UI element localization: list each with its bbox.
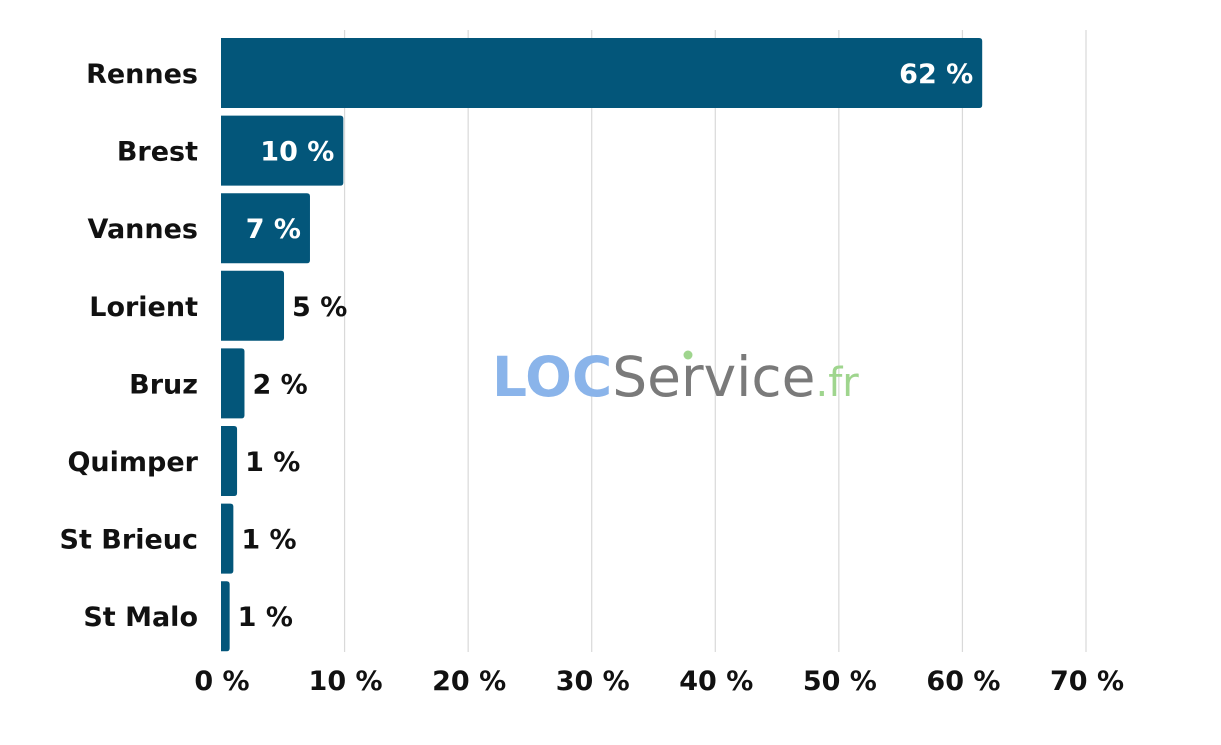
bar-value-label: 7 % — [246, 214, 301, 245]
category-label: Rennes — [86, 59, 198, 90]
svg-text:LOCService.fr: LOCService.fr — [492, 345, 859, 409]
watermark-loc: LOC — [492, 345, 612, 409]
x-tick-label: 40 % — [679, 666, 753, 697]
x-tick-label: 20 % — [432, 666, 506, 697]
category-label: Quimper — [67, 447, 198, 478]
x-tick-label: 50 % — [803, 666, 877, 697]
x-tick-label: 70 % — [1050, 666, 1124, 697]
category-labels: Rennes Brest Vannes Lorient Bruz Quimper St Br… — [60, 59, 199, 633]
category-label: Vannes — [88, 214, 198, 245]
bar-value-label: 62 % — [899, 59, 973, 90]
category-label: Lorient — [89, 292, 198, 323]
category-label: St Malo — [83, 602, 198, 633]
category-label: Bruz — [129, 369, 198, 400]
watermark-fr: .fr — [816, 360, 860, 406]
watermark-dot — [683, 350, 693, 360]
bar-value-label: 5 % — [292, 292, 347, 323]
bar-value-label: 10 % — [260, 137, 334, 168]
bar-value-label: 2 % — [252, 369, 307, 400]
bar-value-label: 1 % — [245, 447, 300, 478]
x-axis-tick-labels: 0 % 10 % 20 % 30 % 40 % 50 % 60 % 70 % — [194, 666, 1124, 697]
bar — [221, 348, 245, 419]
x-tick-label: 30 % — [556, 666, 630, 697]
x-tick-label: 60 % — [926, 666, 1000, 697]
bar — [221, 581, 230, 652]
bar — [221, 115, 344, 186]
bar — [221, 426, 238, 496]
watermark-logo: LOCService.fr — [492, 345, 859, 409]
watermark-service: Service — [612, 345, 815, 409]
x-tick-label: 10 % — [309, 666, 383, 697]
x-tick-label: 0 % — [194, 666, 249, 697]
bar — [221, 193, 310, 264]
bar — [221, 503, 234, 574]
bar — [221, 270, 285, 341]
bar — [221, 38, 983, 108]
category-label: Brest — [117, 137, 198, 168]
bars: 62 % 10 % 7 % 5 % 2 % 1 % 1 % 1 % — [221, 38, 983, 652]
bar-value-label: 1 % — [241, 525, 296, 556]
category-label: St Brieuc — [60, 525, 198, 556]
bar-value-label: 1 % — [238, 602, 293, 633]
gridlines — [343, 30, 1087, 652]
